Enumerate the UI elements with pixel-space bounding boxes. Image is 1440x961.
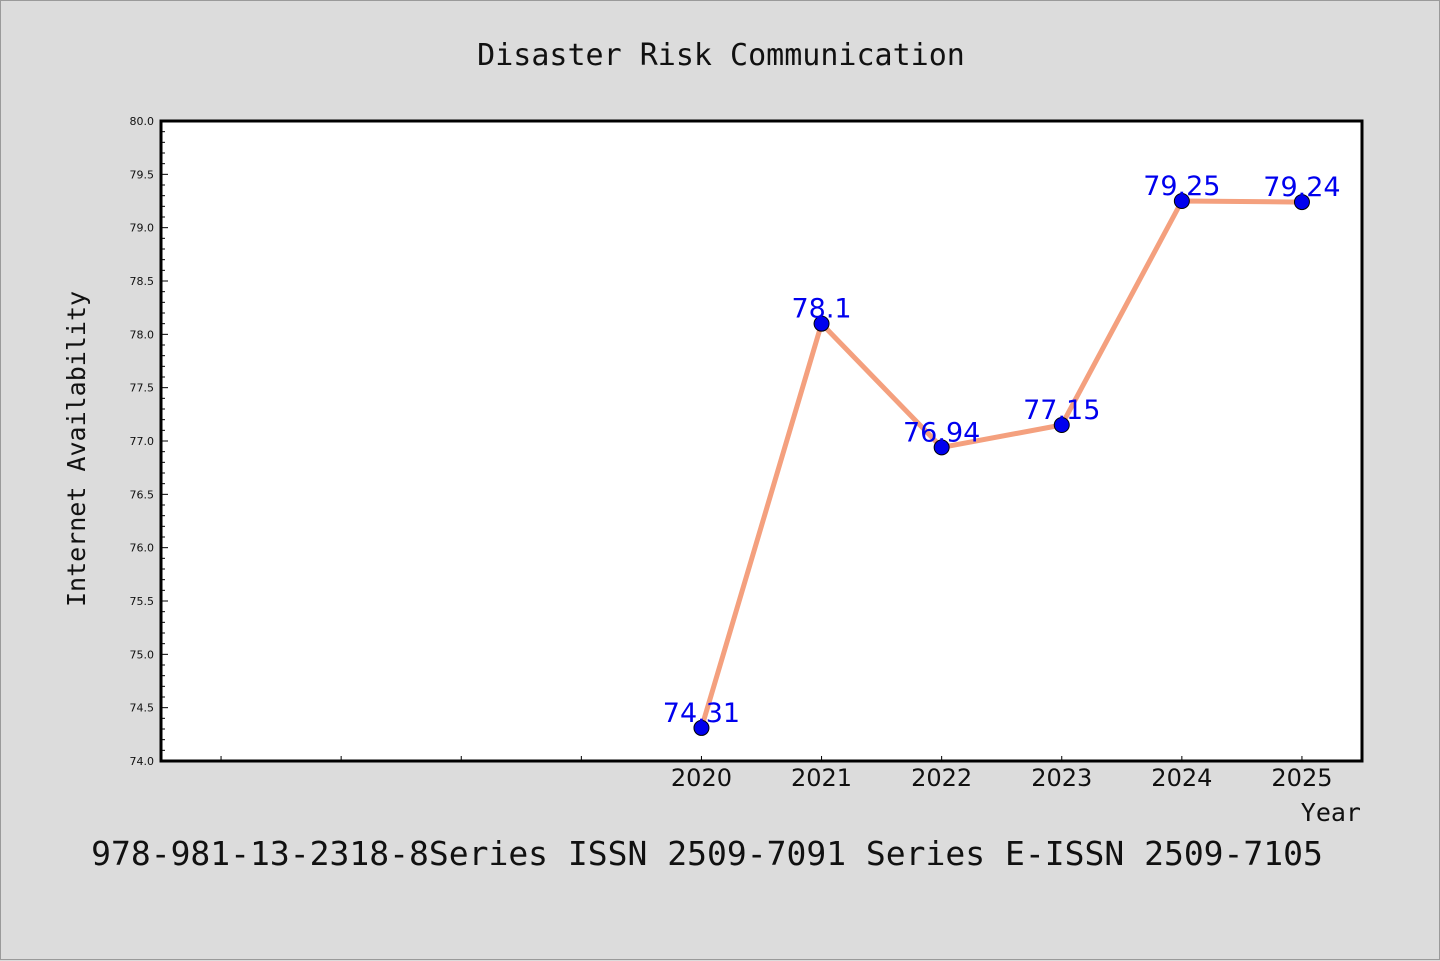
data-label: 79.24: [1263, 172, 1340, 203]
data-label: 79.25: [1143, 171, 1220, 202]
data-label: 74.31: [663, 698, 740, 729]
y-tick-label: 77.5: [130, 382, 155, 395]
y-tick-label: 75.5: [130, 595, 155, 608]
data-label: 76.94: [903, 417, 980, 448]
y-tick-label: 80.0: [130, 115, 155, 128]
y-tick-label: 79.0: [130, 222, 155, 235]
data-series: [693, 193, 1310, 736]
x-tick-label: 2022: [911, 764, 972, 792]
data-point: [1173, 193, 1190, 209]
x-tick-label: 2021: [791, 764, 852, 792]
x-tick-label: 2023: [1031, 764, 1092, 792]
isbn-issn-footer: 978-981-13-2318-8Series ISSN 2509-7091 S…: [91, 834, 1323, 873]
x-tick-label: 2025: [1271, 764, 1332, 792]
x-tick-label: 2024: [1151, 764, 1212, 792]
data-labels: 74.31 78.1 76.94 77.15 79.25 79.24: [663, 171, 1341, 729]
x-axis: 2020 2021 2022 2023 2024 2025: [220, 756, 1332, 792]
data-point: [1053, 417, 1070, 433]
y-tick-label: 76.0: [130, 542, 155, 555]
y-tick-label: 78.5: [130, 275, 155, 288]
y-tick-label: 74.0: [130, 755, 155, 768]
data-point: [813, 315, 830, 332]
y-tick-label: 77.0: [130, 435, 155, 448]
x-axis-label: Year: [1301, 798, 1361, 827]
y-tick-label: 76.5: [130, 488, 155, 501]
plot-area: [159, 119, 1364, 763]
data-label: 77.15: [1023, 395, 1100, 426]
x-tick-label: 2020: [671, 764, 732, 792]
data-label: 78.1: [791, 294, 851, 325]
y-axis-label: Internet Availability: [62, 291, 91, 607]
chart-title: Disaster Risk Communication: [477, 38, 965, 73]
data-point: [933, 439, 950, 456]
data-point: [693, 719, 710, 736]
y-tick-label: 74.5: [130, 702, 155, 715]
y-axis: 74.0 74.5 75.0 75.5 76.0 76.5 77.0 77.5 78.0 78.5…: [130, 115, 168, 768]
y-tick-label: 79.5: [130, 168, 155, 181]
y-tick-label: 75.0: [130, 648, 155, 661]
data-point: [1293, 194, 1310, 211]
y-tick-label: 78.0: [130, 328, 155, 341]
series-line: [698, 198, 1305, 731]
